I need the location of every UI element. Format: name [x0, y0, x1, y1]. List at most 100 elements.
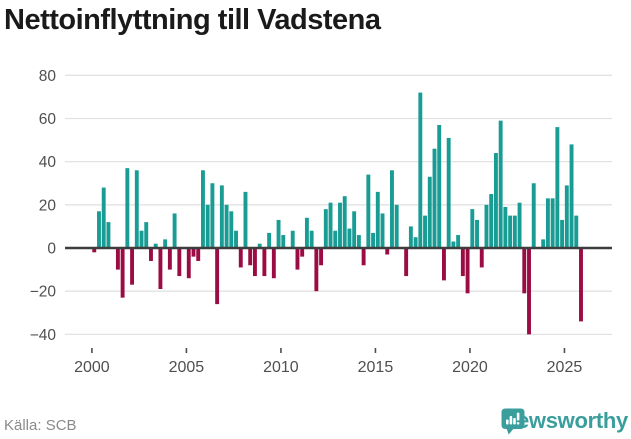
bar	[394, 204, 399, 248]
bar	[470, 209, 475, 248]
bar	[560, 219, 565, 248]
bar	[201, 170, 205, 248]
x-tick-label: 2015	[358, 359, 394, 376]
bar	[527, 248, 531, 335]
bar	[92, 248, 97, 253]
bar	[484, 204, 489, 248]
bar	[451, 241, 456, 248]
bar	[517, 202, 522, 248]
bar	[531, 183, 536, 248]
newsworthy-logo: Newsworthy	[501, 408, 628, 435]
bar	[177, 248, 182, 277]
bar	[574, 215, 579, 248]
bar	[205, 204, 210, 248]
bar	[101, 187, 106, 248]
bar	[437, 124, 442, 248]
y-tick-label: 0	[47, 241, 56, 258]
bar	[328, 202, 333, 248]
bar	[281, 235, 286, 248]
bar	[541, 239, 546, 248]
bar	[564, 185, 569, 248]
bar	[413, 237, 418, 248]
bar	[418, 92, 423, 248]
bar	[479, 248, 484, 268]
bar	[579, 248, 583, 322]
bar	[106, 222, 111, 248]
bar	[352, 211, 357, 248]
y-tick-label: 80	[39, 68, 57, 85]
bar	[342, 196, 347, 248]
y-tick-label: −40	[30, 327, 57, 344]
bar	[404, 248, 409, 277]
bar	[333, 230, 338, 248]
bar	[503, 206, 508, 248]
y-tick-label: 20	[39, 197, 57, 214]
bar	[267, 232, 272, 248]
bar-chart-glyph	[506, 412, 520, 425]
y-tick-label: 40	[39, 154, 57, 171]
bar	[153, 243, 158, 248]
bar	[323, 209, 328, 248]
x-tick-label: 2005	[169, 359, 205, 376]
bar	[456, 235, 461, 248]
bar	[446, 137, 451, 248]
bar	[427, 176, 432, 248]
bar-chart-plot: 80 60 40 20 0 −20 −40 2000 2005 2010 2015 2020 2025	[30, 68, 612, 376]
x-tick-label: 2010	[263, 359, 299, 376]
y-tick-label: 60	[39, 111, 57, 128]
newsworthy-badge-icon	[501, 408, 525, 435]
x-tick-label: 2020	[452, 359, 488, 376]
bar	[498, 120, 503, 248]
source-attribution: Källa: SCB	[4, 417, 77, 434]
bar	[432, 148, 437, 248]
bar	[442, 248, 446, 281]
bar	[508, 215, 513, 248]
bar	[366, 174, 371, 248]
bar	[465, 248, 470, 294]
bar	[550, 198, 555, 248]
bar	[555, 127, 560, 248]
bar	[309, 230, 314, 248]
bar	[172, 213, 177, 248]
bar	[375, 191, 380, 248]
bar	[314, 248, 319, 292]
bar	[545, 198, 550, 248]
bar	[248, 248, 253, 266]
bar	[569, 144, 574, 248]
bar	[356, 235, 361, 248]
bar	[210, 183, 215, 248]
bar	[489, 194, 494, 248]
x-tick-label: 2025	[547, 359, 583, 376]
chart-title: Nettoinflyttning till Vadstena	[4, 4, 381, 36]
bar	[158, 248, 163, 290]
bar	[167, 248, 172, 270]
bar	[522, 248, 527, 294]
bar	[304, 217, 309, 248]
bar	[262, 248, 267, 277]
bar	[149, 248, 153, 261]
bar	[460, 248, 465, 277]
bar	[319, 248, 324, 266]
bar	[257, 243, 262, 248]
bar	[219, 185, 224, 248]
bar	[120, 248, 125, 298]
bar	[390, 170, 394, 248]
bar	[130, 248, 135, 285]
bar	[186, 248, 191, 279]
bar	[163, 239, 168, 248]
bar	[125, 168, 130, 248]
bar	[361, 248, 366, 266]
bar	[215, 248, 220, 305]
bar	[252, 248, 257, 277]
bar	[139, 230, 144, 248]
bar	[97, 211, 101, 248]
bar	[134, 170, 139, 248]
bar	[290, 230, 295, 248]
bar	[371, 232, 376, 248]
bar	[385, 248, 390, 255]
bar	[347, 228, 352, 248]
bar	[229, 211, 234, 248]
bar	[295, 248, 300, 270]
bar	[276, 219, 281, 248]
bar	[144, 222, 149, 248]
